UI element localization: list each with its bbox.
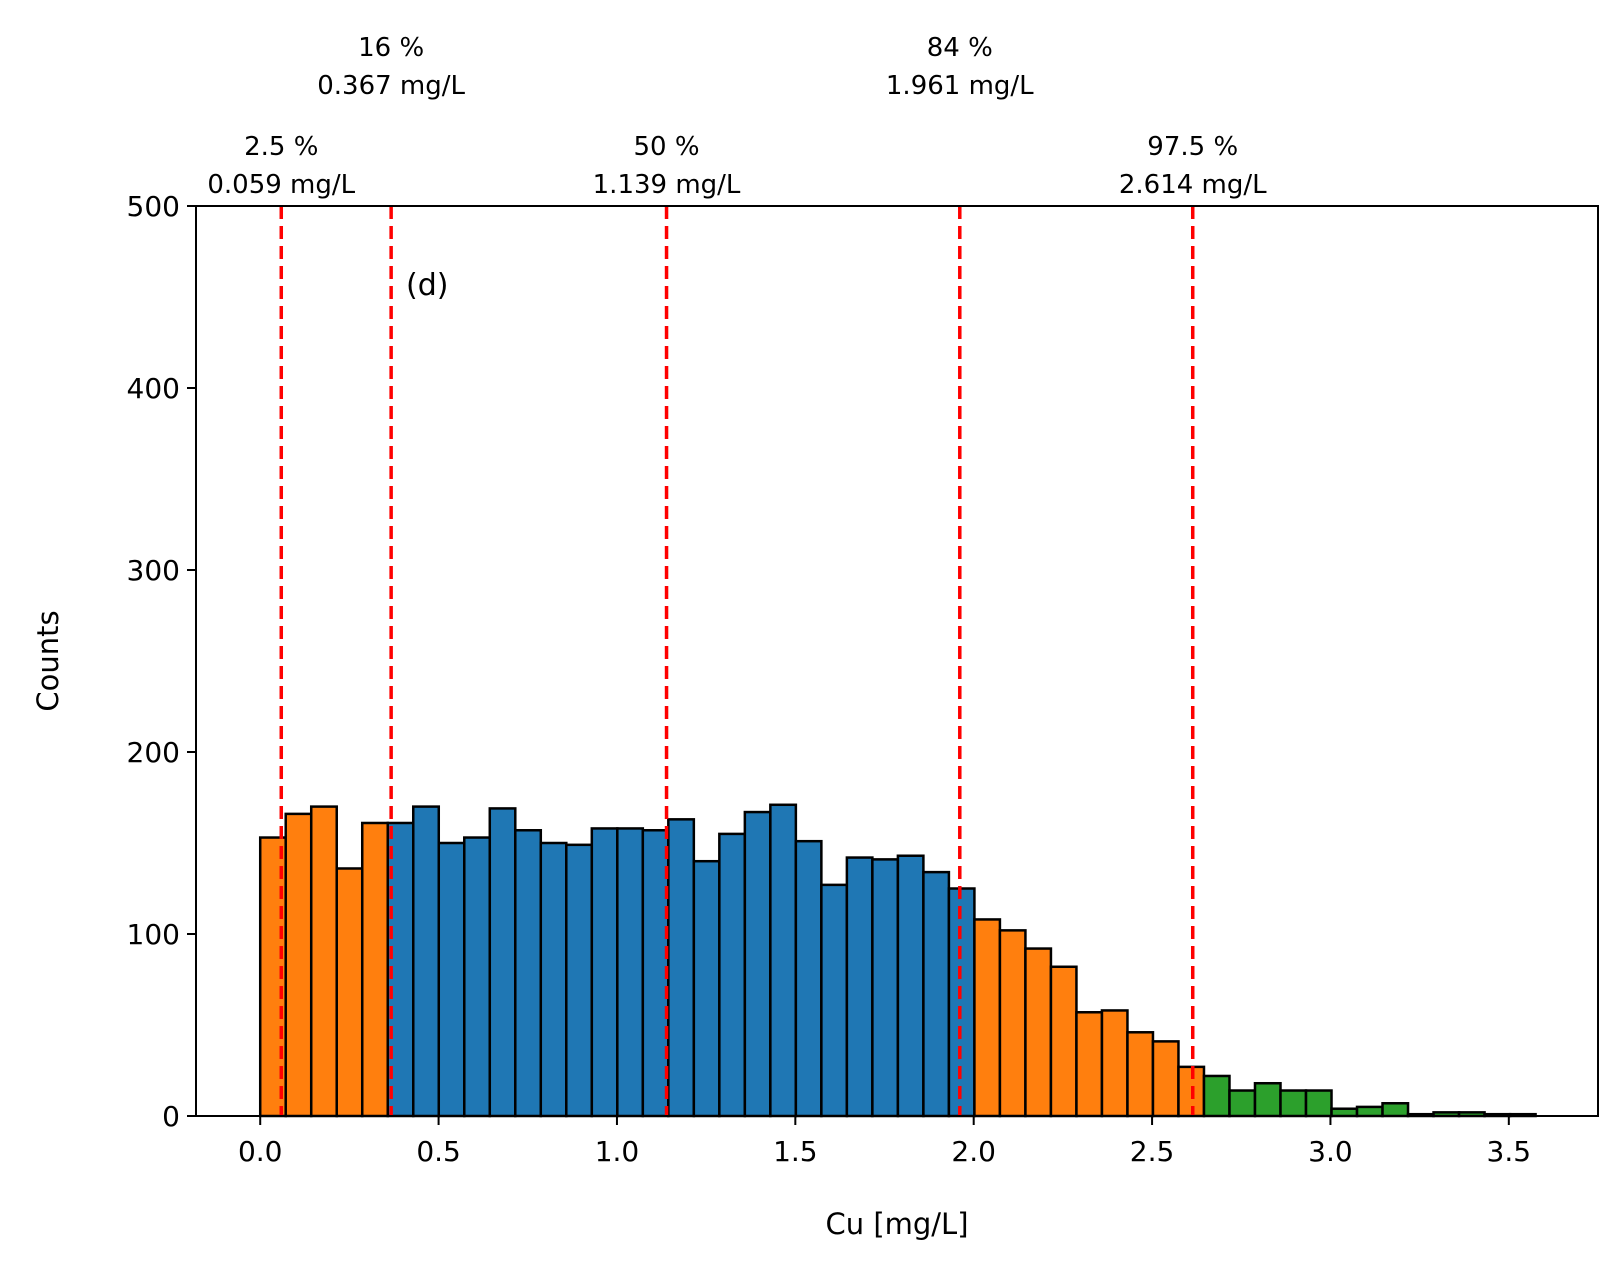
histogram-bar [794,839,823,1118]
histogram-bar [896,854,925,1118]
histogram-bar [820,883,849,1118]
histogram-bar [514,829,543,1118]
histogram-bar [1202,1074,1231,1118]
histogram-bar [590,827,619,1118]
histogram-bar [1355,1105,1384,1118]
y-tick-label: 400 [127,372,180,405]
histogram-bar [309,805,338,1118]
histogram-bar [565,843,594,1118]
y-axis-ticks: 0 100 200 300 400 500 [127,190,196,1133]
histogram-bar [463,836,492,1118]
percentile-label: 16 % [358,33,424,63]
histogram-bar [692,859,721,1118]
histogram-bar [1304,1089,1333,1118]
x-tick-label: 3.0 [1308,1135,1353,1168]
y-tick-label: 500 [127,190,180,223]
histogram-bar [1228,1089,1257,1118]
x-tick-label: 2.0 [951,1135,996,1168]
histogram-bar [1075,1011,1104,1118]
histogram-bar [360,821,389,1118]
y-tick-label: 300 [127,554,180,587]
histogram-bar [1381,1102,1410,1118]
y-axis-label: Counts [31,610,65,711]
x-axis-ticks: 0.0 0.5 1.0 1.5 2.0 2.5 3.0 3.5 [238,1116,1531,1168]
histogram-bar [973,918,1002,1118]
percentile-label: 50 % [634,132,700,162]
panel-label: (d) [406,268,448,303]
x-tick-label: 1.5 [773,1135,818,1168]
histogram-bar [1253,1081,1282,1118]
histogram-bar [1126,1031,1155,1118]
y-tick-label: 200 [127,736,180,769]
histogram-bar [1100,1009,1129,1118]
percentile-label: 2.5 % [244,132,318,162]
histogram-bar [718,832,747,1118]
x-axis-label: Cu [mg/L] [825,1207,968,1241]
percentile-value-label: 0.367 mg/L [317,71,465,101]
x-tick-label: 0.0 [238,1135,283,1168]
histogram-bar [616,827,645,1118]
x-tick-label: 2.5 [1130,1135,1175,1168]
histogram-bar [539,841,568,1118]
histogram-bar [769,803,798,1118]
histogram-bar [1049,965,1078,1118]
percentile-value-label: 2.614 mg/L [1119,170,1267,200]
histogram-bar [437,841,466,1118]
percentile-value-label: 1.139 mg/L [593,170,741,200]
histogram-bar [845,856,874,1118]
histogram-bar [871,858,900,1118]
percentile-value-label: 0.059 mg/L [207,170,355,200]
y-tick-label: 100 [127,918,180,951]
percentile-lines [279,206,1195,1116]
histogram-bar [947,887,976,1118]
histogram-bar [1151,1040,1180,1118]
histogram-bar [488,807,517,1118]
histogram-bar [1024,947,1053,1118]
histogram-bar [412,805,441,1118]
x-tick-label: 0.5 [416,1135,461,1168]
y-tick-label: 0 [162,1100,180,1133]
histogram-bar [1279,1089,1308,1118]
histogram-bar [743,810,772,1118]
histogram-bar [284,812,313,1118]
histogram-bar [641,829,670,1118]
plot-frame [195,205,1599,1117]
histogram-bar [335,867,364,1118]
percentile-value-label: 1.961 mg/L [886,71,1034,101]
x-tick-label: 1.0 [595,1135,640,1168]
percentile-annotations: 2.5 % 0.059 mg/L 16 % 0.367 mg/L 50 % 1.139 m… [207,33,1267,200]
x-tick-label: 3.5 [1487,1135,1532,1168]
percentile-label: 97.5 % [1147,132,1238,162]
histogram-bar [1330,1107,1359,1118]
histogram-bar [667,818,696,1118]
percentile-label: 84 % [927,33,993,63]
histogram-bar [922,870,951,1118]
histogram-bar [998,929,1027,1118]
histogram-bars [258,803,1537,1118]
